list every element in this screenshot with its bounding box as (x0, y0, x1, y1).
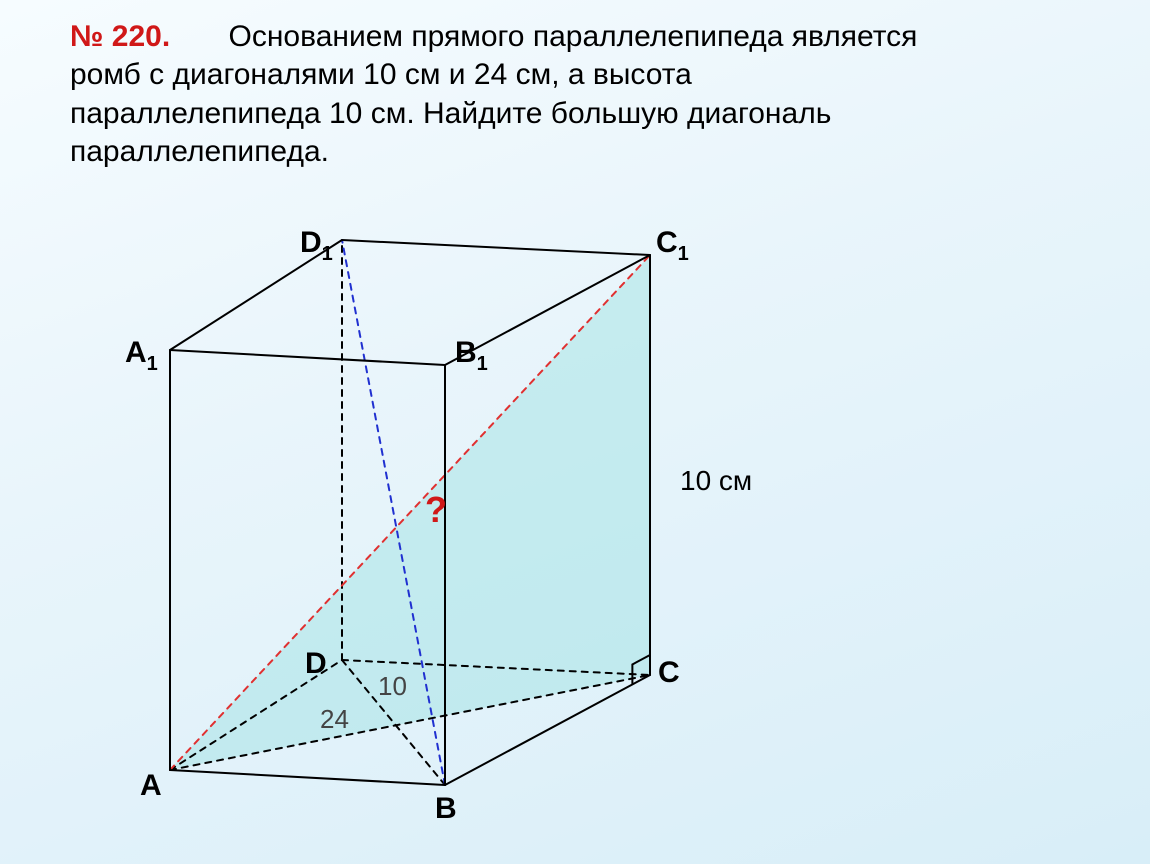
svg-text:D1: D1 (300, 226, 333, 265)
svg-text:?: ? (425, 489, 447, 530)
svg-text:B1: B1 (455, 336, 488, 375)
svg-text:C: C (658, 656, 680, 689)
svg-text:10 см: 10 см (680, 465, 752, 496)
parallelepiped-diagram: A B C D A1 B1 C1 D1? 10 см 10 24 (110, 220, 810, 820)
problem-text: № 220. Основанием прямого параллелепипед… (70, 18, 1080, 172)
svg-text:24: 24 (320, 704, 349, 734)
problem-line-1: Основанием прямого параллелепипеда являе… (229, 20, 918, 53)
problem-number: № 220. (70, 20, 170, 53)
problem-line-4: параллелепипеда. (70, 135, 329, 168)
svg-text:B: B (435, 792, 457, 820)
problem-line-2: ромб с диагоналями 10 см и 24 см, а высо… (70, 58, 692, 91)
svg-text:D: D (305, 647, 327, 680)
svg-text:10: 10 (378, 671, 407, 701)
svg-text:A1: A1 (125, 336, 158, 375)
svg-text:C1: C1 (656, 226, 689, 265)
problem-line-3: параллелепипеда 10 см. Найдите большую д… (70, 97, 831, 130)
diagram-container: A B C D A1 B1 C1 D1? 10 см 10 24 (110, 220, 810, 820)
svg-text:A: A (140, 769, 162, 802)
